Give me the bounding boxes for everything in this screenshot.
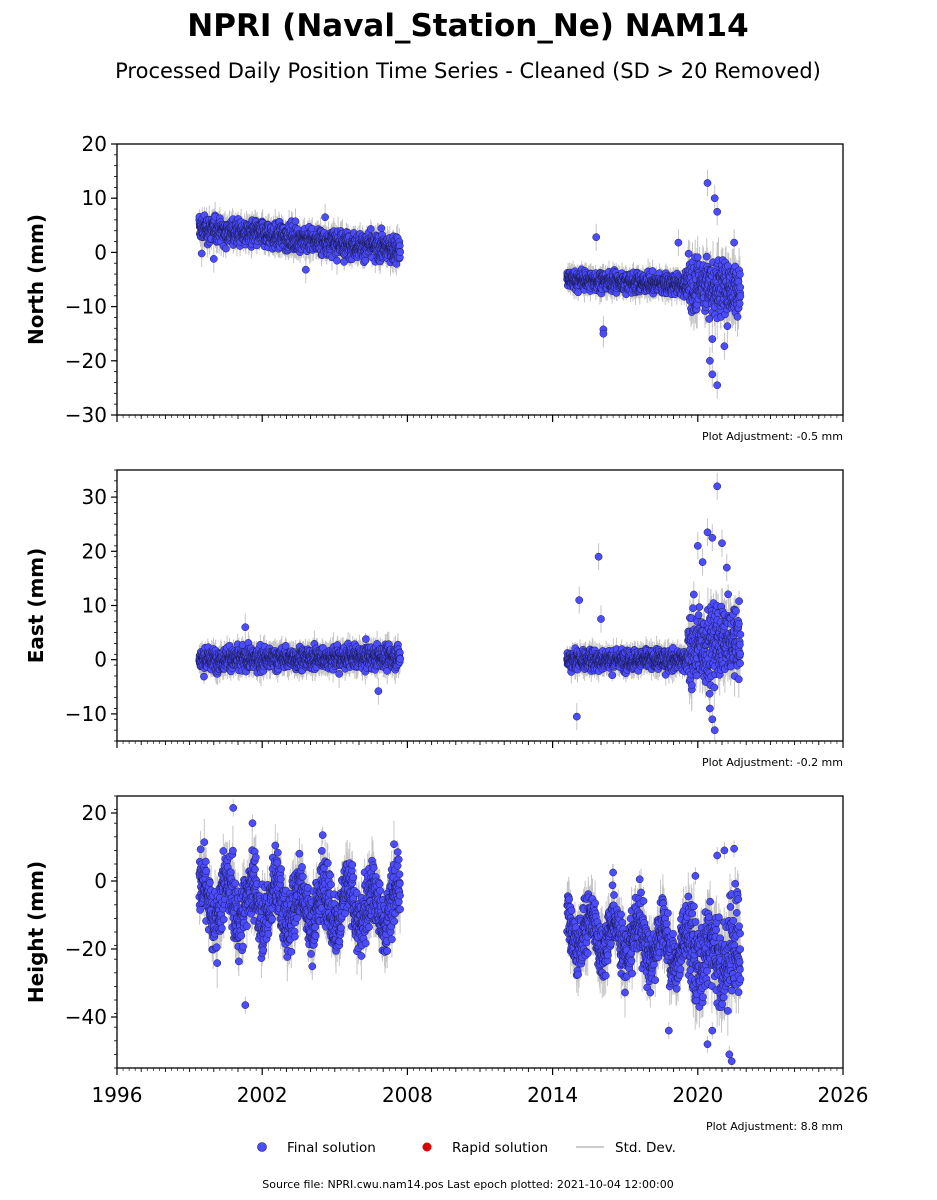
final-point: [736, 270, 744, 279]
final-point: [705, 315, 714, 323]
y-tick-label: −10: [65, 295, 107, 319]
final-point: [648, 267, 657, 275]
final-point: [321, 213, 329, 222]
y-tick-label: 20: [82, 132, 107, 156]
chart-subtitle: Processed Daily Position Time Series - C…: [115, 59, 821, 83]
final-point: [674, 238, 683, 247]
y-tick-label: 10: [82, 186, 107, 210]
final-point: [730, 238, 738, 247]
final-point: [396, 248, 404, 256]
y-tick-label: −20: [65, 349, 107, 373]
final-point: [713, 381, 722, 390]
final-point: [301, 265, 310, 274]
final-point: [599, 329, 608, 338]
final-point: [221, 244, 230, 253]
y-tick-label: −30: [65, 403, 107, 427]
final-point: [735, 299, 744, 308]
final-point: [291, 217, 300, 226]
panels: 20 10 0 −10 −20 −30 North (mm) Plot Adjustment:…: [24, 132, 868, 1133]
final-point: [713, 207, 722, 216]
final-point: [708, 370, 717, 379]
final-point: [736, 292, 745, 300]
final-point: [693, 253, 702, 262]
final-point: [708, 335, 717, 343]
final-point: [706, 356, 714, 365]
final-point: [366, 225, 375, 233]
final-point: [377, 224, 386, 233]
y-axis-north: 20 10 0 −10 −20 −30: [65, 132, 117, 427]
chart-title: NPRI (Naval_Station_Ne) NAM14: [187, 8, 748, 44]
panel-north: 20 10 0 −10 −20 −30 North (mm) Plot Adjustment:…: [24, 132, 844, 443]
final-point: [197, 249, 206, 258]
x-axis-north: [116, 415, 844, 422]
final-point: [592, 233, 601, 242]
final-point: [736, 283, 745, 292]
final-point: [710, 194, 719, 203]
final-point: [333, 256, 341, 265]
y-tick-label: 0: [94, 240, 107, 264]
final-point: [684, 249, 693, 258]
stddev-bars-east: [198, 472, 741, 741]
final-point: [723, 322, 732, 331]
plot-adjustment-north: Plot Adjustment: -0.5 mm: [702, 430, 843, 443]
y-axis-label-north: North (mm): [24, 214, 48, 345]
final-point: [703, 179, 712, 187]
final-point: [720, 342, 729, 351]
plot-area-east: [195, 472, 745, 741]
final-point: [733, 312, 742, 321]
final-point: [209, 255, 218, 263]
final-point: [702, 252, 711, 261]
final-points-north: [195, 179, 745, 390]
final-point: [361, 256, 370, 265]
plot-area-north: [195, 169, 745, 399]
